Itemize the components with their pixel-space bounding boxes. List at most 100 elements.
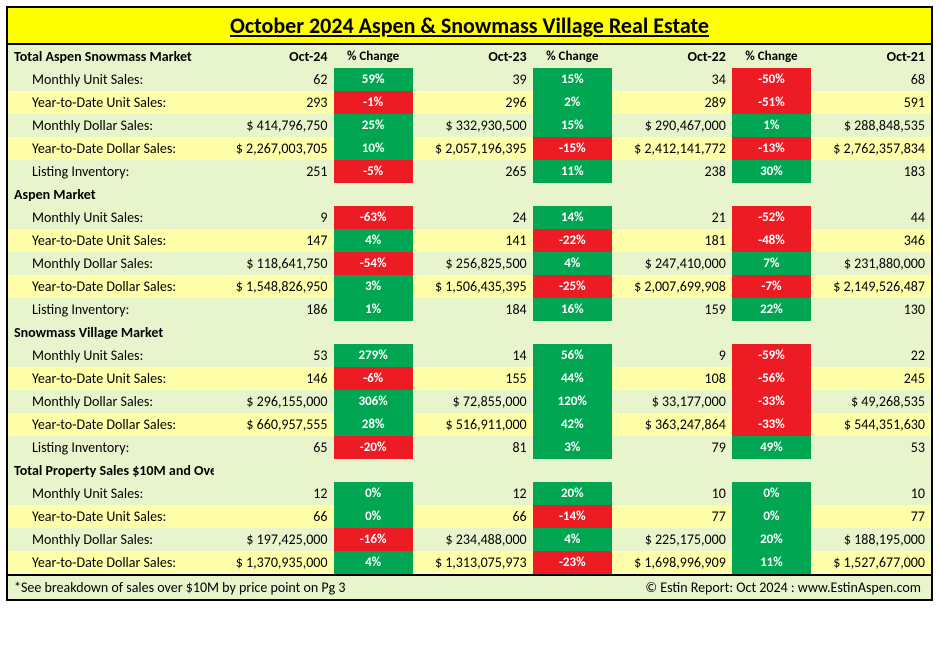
pct-cell: -33%	[732, 390, 811, 413]
table-row: Monthly Dollar Sales:$ 414,796,75025%$ 3…	[8, 114, 931, 137]
value-cell: 62	[214, 68, 334, 91]
row-label: Monthly Unit Sales:	[8, 206, 214, 229]
value-cell: $ 2,412,141,772	[612, 137, 732, 160]
row-label: Year-to-Date Dollar Sales:	[8, 413, 214, 436]
column-header: Oct-22	[612, 45, 732, 68]
pct-cell: -52%	[732, 206, 811, 229]
table-row: Monthly Unit Sales:9-63%2414%21-52%44	[8, 206, 931, 229]
blank	[732, 183, 811, 206]
pct-cell: 25%	[334, 114, 413, 137]
blank	[612, 183, 732, 206]
value-cell: 183	[811, 160, 931, 183]
column-header: Oct-23	[413, 45, 533, 68]
value-cell: 68	[811, 68, 931, 91]
value-cell: 130	[811, 298, 931, 321]
blank	[413, 321, 533, 344]
value-cell: $ 1,698,996,909	[612, 551, 732, 574]
pct-cell: -5%	[334, 160, 413, 183]
row-label: Year-to-Date Dollar Sales:	[8, 551, 214, 574]
report-container: October 2024 Aspen & Snowmass Village Re…	[6, 6, 933, 601]
column-header: Oct-21	[811, 45, 931, 68]
pct-cell: 59%	[334, 68, 413, 91]
pct-cell: -16%	[334, 528, 413, 551]
value-cell: $ 516,911,000	[413, 413, 533, 436]
value-cell: 77	[811, 505, 931, 528]
blank	[811, 321, 931, 344]
pct-cell: 4%	[334, 229, 413, 252]
pct-cell: -54%	[334, 252, 413, 275]
pct-cell: 0%	[334, 482, 413, 505]
table-row: Listing Inventory:65-20%813%7949%53	[8, 436, 931, 459]
pct-cell: 20%	[533, 482, 612, 505]
value-cell: $ 256,825,500	[413, 252, 533, 275]
row-label: Year-to-Date Unit Sales:	[8, 229, 214, 252]
blank	[811, 183, 931, 206]
value-cell: 181	[612, 229, 732, 252]
pct-cell: 279%	[334, 344, 413, 367]
table-row: Listing Inventory:251-5%26511%23830%183	[8, 160, 931, 183]
value-cell: 186	[214, 298, 334, 321]
value-cell: 10	[612, 482, 732, 505]
value-cell: 251	[214, 160, 334, 183]
section-header-row: Total Property Sales $10M and Over*	[8, 459, 931, 482]
pct-cell: 306%	[334, 390, 413, 413]
value-cell: 184	[413, 298, 533, 321]
value-cell: $ 1,313,075,973	[413, 551, 533, 574]
pct-cell: 3%	[334, 275, 413, 298]
table-row: Year-to-Date Unit Sales:660%66-14%770%77	[8, 505, 931, 528]
value-cell: $ 49,268,535	[811, 390, 931, 413]
pct-cell: 20%	[732, 528, 811, 551]
value-cell: $ 414,796,750	[214, 114, 334, 137]
pct-cell: -20%	[334, 436, 413, 459]
value-cell: 296	[413, 91, 533, 114]
pct-cell: -13%	[732, 137, 811, 160]
section-name: Total Property Sales $10M and Over*	[8, 459, 214, 482]
value-cell: 81	[413, 436, 533, 459]
value-cell: 10	[811, 482, 931, 505]
value-cell: $ 2,149,526,487	[811, 275, 931, 298]
blank	[214, 183, 334, 206]
value-cell: $ 2,762,357,834	[811, 137, 931, 160]
pct-cell: 7%	[732, 252, 811, 275]
value-cell: 39	[413, 68, 533, 91]
blank	[612, 321, 732, 344]
value-cell: 146	[214, 367, 334, 390]
column-header: Oct-24	[214, 45, 334, 68]
pct-cell: 49%	[732, 436, 811, 459]
value-cell: $ 2,267,003,705	[214, 137, 334, 160]
row-label: Monthly Unit Sales:	[8, 344, 214, 367]
blank	[214, 459, 334, 482]
section-header-row: Total Aspen Snowmass MarketOct-24% Chang…	[8, 45, 931, 68]
table-row: Listing Inventory:1861%18416%15922%130	[8, 298, 931, 321]
row-label: Monthly Dollar Sales:	[8, 390, 214, 413]
value-cell: 9	[214, 206, 334, 229]
section-header-row: Snowmass Village Market	[8, 321, 931, 344]
value-cell: 22	[811, 344, 931, 367]
pct-cell: 28%	[334, 413, 413, 436]
footer-note-left: *See breakdown of sales over $10M by pri…	[8, 575, 516, 599]
pct-cell: 15%	[533, 114, 612, 137]
pct-cell: 120%	[533, 390, 612, 413]
column-header: % Change	[533, 45, 612, 68]
value-cell: $ 231,880,000	[811, 252, 931, 275]
pct-cell: -51%	[732, 91, 811, 114]
row-label: Year-to-Date Unit Sales:	[8, 91, 214, 114]
value-cell: 159	[612, 298, 732, 321]
footer-note-right: © Estin Report: Oct 2024 : www.EstinAspe…	[516, 575, 931, 599]
value-cell: 79	[612, 436, 732, 459]
value-cell: $ 2,057,196,395	[413, 137, 533, 160]
value-cell: 12	[413, 482, 533, 505]
value-cell: $ 72,855,000	[413, 390, 533, 413]
blank	[612, 459, 732, 482]
value-cell: 245	[811, 367, 931, 390]
value-cell: 265	[413, 160, 533, 183]
pct-cell: -14%	[533, 505, 612, 528]
blank	[533, 459, 612, 482]
table-row: Year-to-Date Unit Sales:293-1%2962%289-5…	[8, 91, 931, 114]
value-cell: $ 1,506,435,395	[413, 275, 533, 298]
value-cell: $ 1,527,677,000	[811, 551, 931, 574]
pct-cell: -63%	[334, 206, 413, 229]
pct-cell: 4%	[533, 528, 612, 551]
row-label: Monthly Dollar Sales:	[8, 114, 214, 137]
pct-cell: 4%	[334, 551, 413, 574]
